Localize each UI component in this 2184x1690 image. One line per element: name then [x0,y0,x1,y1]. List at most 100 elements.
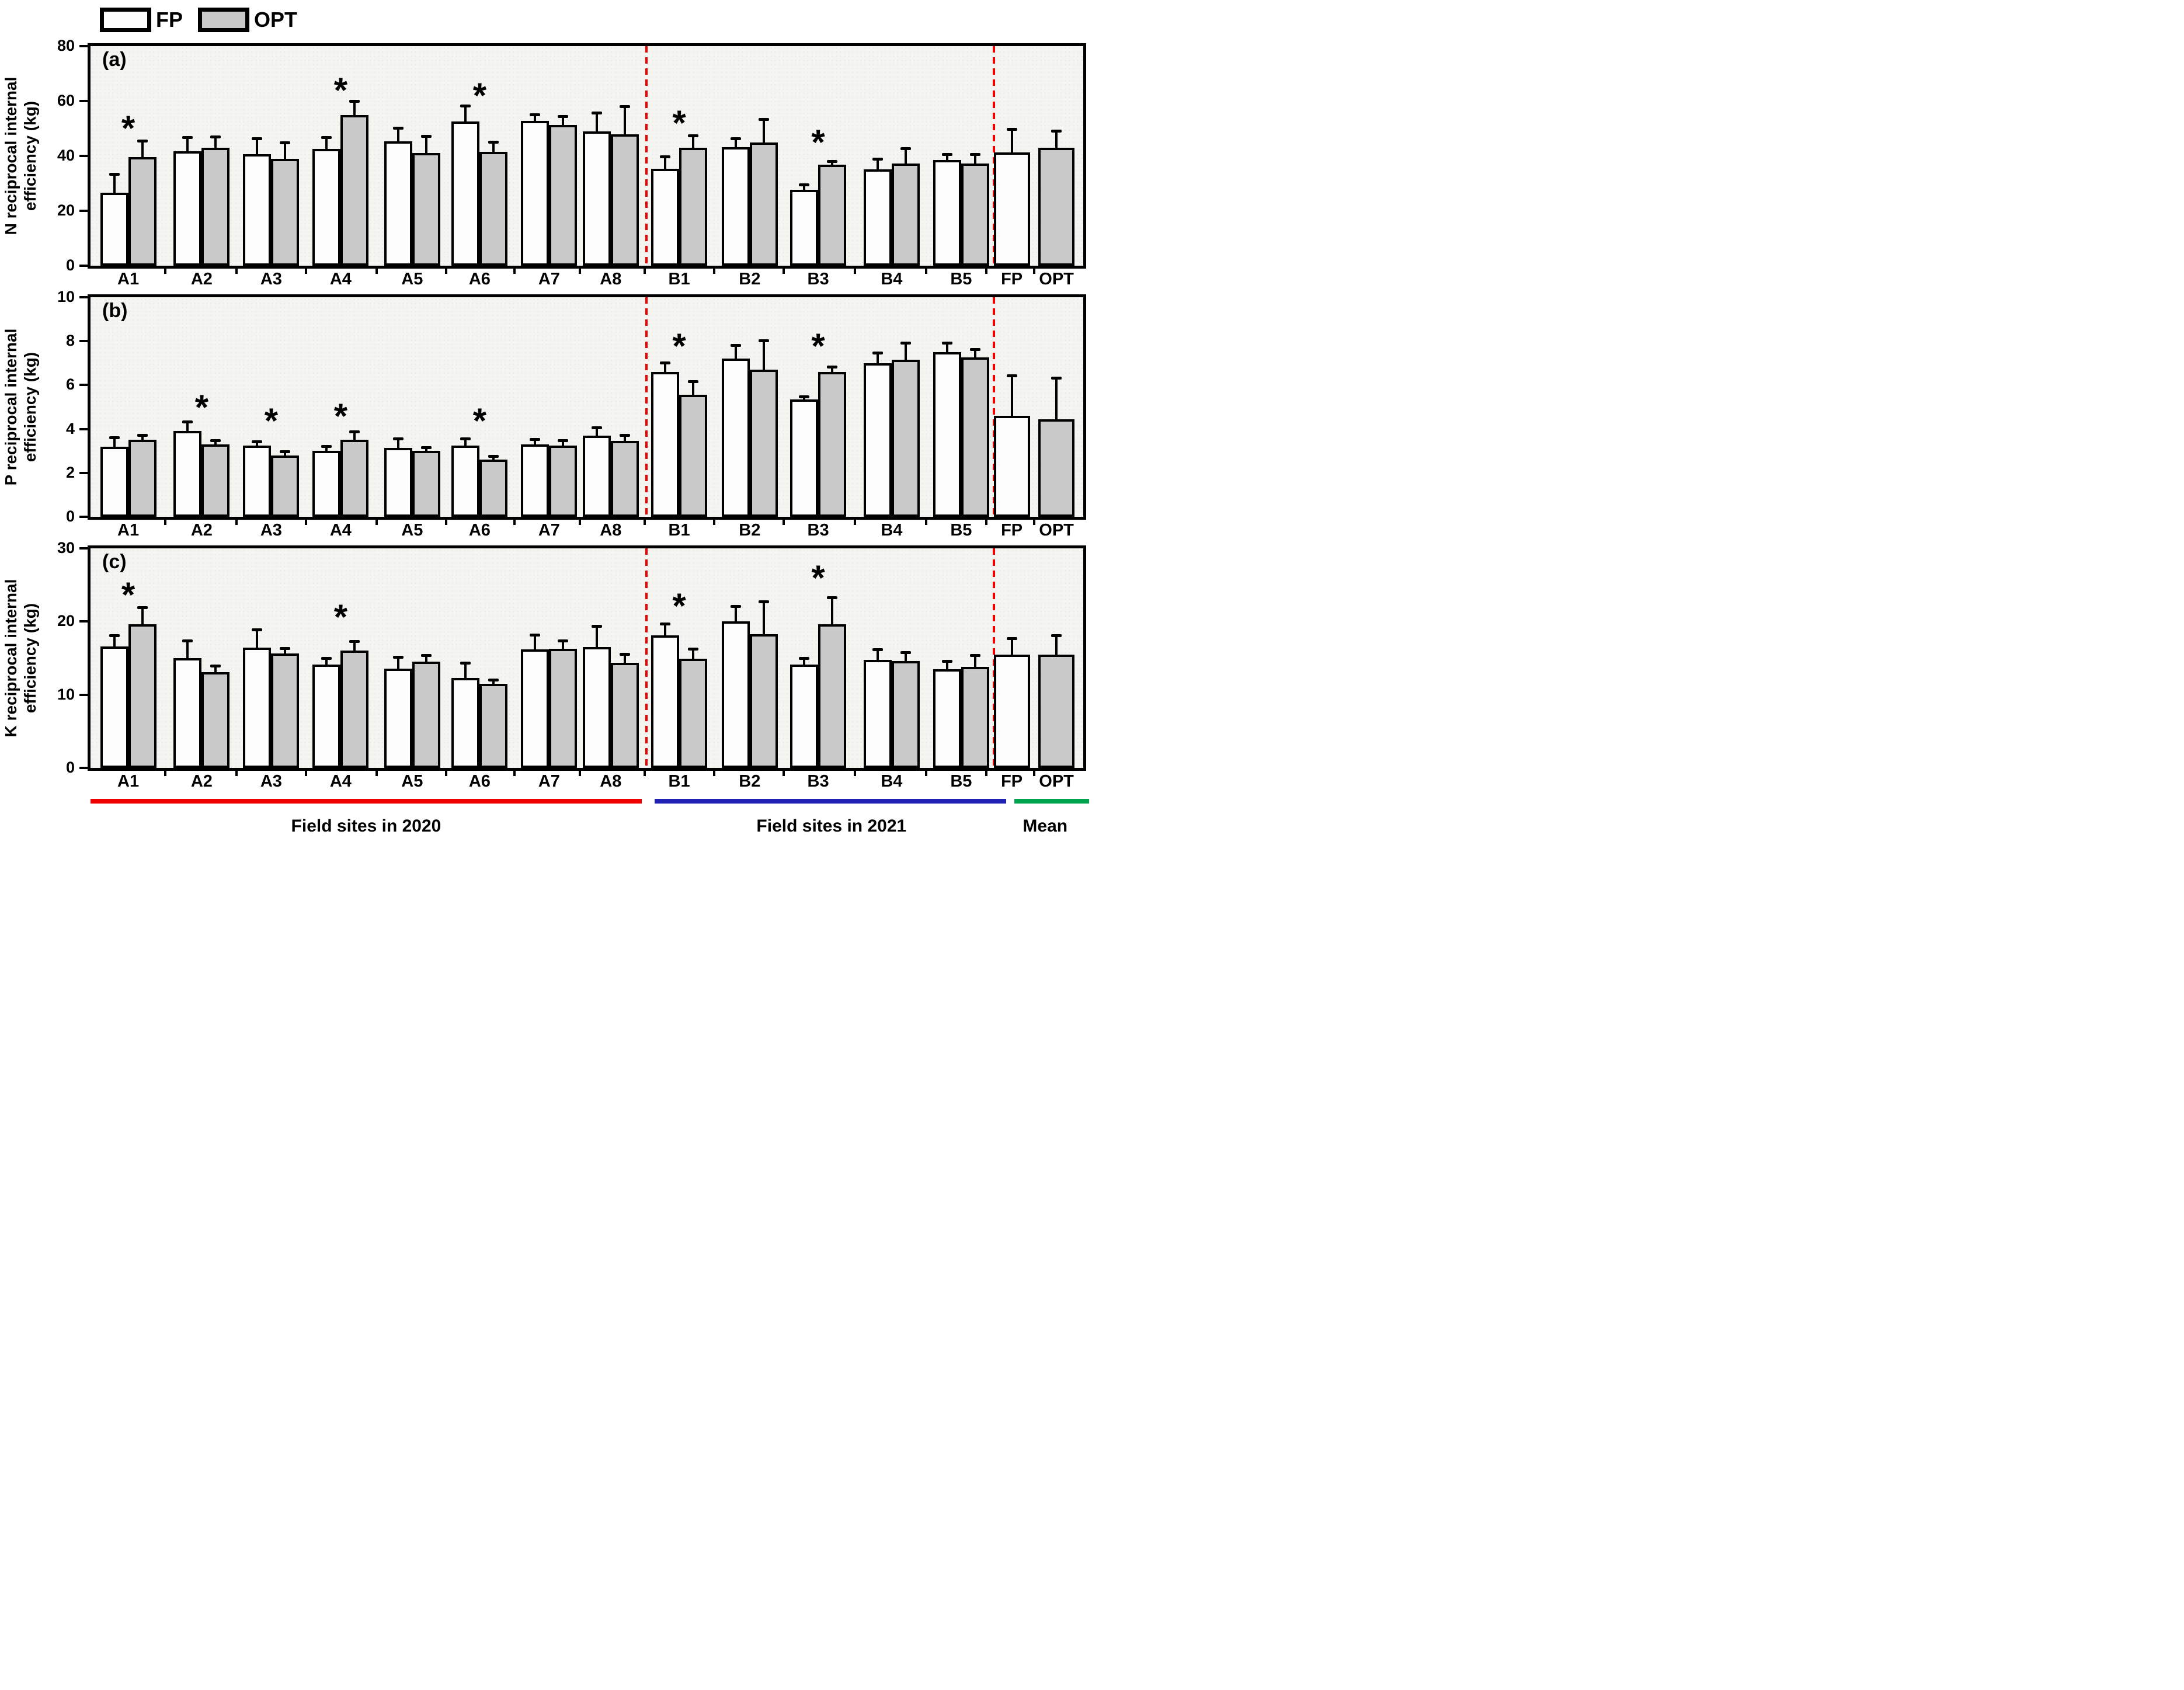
error-bar-stem [876,650,879,662]
error-bar-stem [113,437,116,449]
x-category-label: A3 [260,521,282,540]
bar-opt-A7 [549,648,578,768]
bar-opt-A6 [479,460,508,517]
x-axis-tick [375,520,378,525]
error-bar-stem [397,657,399,671]
bar-fp-B1 [651,168,680,266]
x-axis-tick [164,520,166,525]
error-bar-cap [210,439,221,443]
error-bar-cap [280,646,291,650]
bar-opt-A1 [128,624,157,768]
error-bar-stem [397,439,399,450]
bottom-annotations: Field sites in 2020 Field sites in 2021 Me… [0,797,1089,848]
error-bar-cap [900,147,911,150]
error-bar-stem [353,432,356,443]
x-category-label: A6 [468,521,491,540]
bar-opt-A4 [340,440,369,517]
x-category-label: OPT [1039,521,1074,540]
error-bar-cap [109,173,120,176]
x-category-label: B3 [807,521,829,540]
x-axis-tick [235,269,238,274]
significance-asterisk: * [333,597,348,637]
error-bar-stem [945,154,948,163]
bar-opt-A6 [479,152,508,266]
error-bar-cap [688,647,699,651]
y-axis-tick-label: 10 [57,288,75,305]
x-category-label: A3 [260,270,282,288]
x-axis-tick [713,771,716,776]
error-bar-stem [876,159,879,172]
error-bar-cap [969,654,980,658]
bar-opt-B2 [749,370,778,517]
bar-fp-A4 [312,451,341,517]
legend-label-fp: FP [156,8,183,32]
x-axis-tick [375,269,378,274]
error-bar-stem [141,435,144,443]
y-axis-tick [79,547,88,550]
error-bar-stem [1010,639,1013,657]
error-bar-stem [186,422,189,434]
error-bar-stem [623,107,626,137]
error-bar-stem [113,175,116,195]
x-axis-tick [985,771,988,776]
x-category-label: B2 [739,270,761,288]
bar-opt-A5 [412,662,440,768]
figure: FP OPT N reciprocal internal efficiency … [0,0,1092,856]
error-bar-cap [349,99,360,103]
bar-opt-B3 [818,371,847,517]
y-axis-tick-label: 20 [57,612,75,630]
bar-fp-A6 [451,677,480,768]
error-bar-stem [284,648,287,656]
x-axis-tick [783,269,785,274]
error-bar-cap [591,112,602,115]
error-bar-cap [252,137,263,140]
error-bar-cap [827,160,838,164]
error-bar-stem [945,343,948,354]
error-bar-cap [799,657,810,660]
error-bar-cap [137,606,148,609]
plot-area-b: (b) * * * * * * [88,294,1086,525]
y-axis-ticks-c: 0 10 20 30 [41,540,88,776]
y-axis-label-a: N reciprocal internal efficiency (kg) [0,43,41,269]
error-bar-stem [734,345,737,361]
error-bar-cap [392,437,404,440]
error-bar-cap [210,135,221,139]
y-axis-tick-label: 60 [57,92,75,109]
bar-opt-A3 [271,653,300,768]
error-bar-stem [425,656,427,665]
error-bar-stem [595,113,598,134]
x-category-label: B3 [807,772,829,791]
error-bar-cap [1051,377,1062,380]
error-bar-cap [488,140,499,144]
section-underline-1 [91,799,642,804]
bar-fp-A4 [312,665,341,768]
x-axis-tick [579,520,582,525]
error-bar-cap [488,678,499,681]
x-category-label: A1 [117,521,140,540]
y-axis-label-c: K reciprocal internal efficiency (kg) [0,545,41,771]
section-underline-3 [1014,799,1089,804]
y-axis-tick-label: 4 [65,419,75,437]
error-bar-cap [460,105,471,108]
bar-opt-A8 [610,134,639,266]
panel-c: K reciprocal internal efficiency (kg) 0 1… [0,540,1086,776]
x-axis-tick [235,771,238,776]
y-axis-label-line1: P reciprocal internal [2,328,20,486]
error-bar-stem [534,440,537,447]
error-bar-cap [1051,129,1062,133]
x-axis-tick [783,520,785,525]
bar-fp-FP [993,152,1030,266]
error-bar-cap [660,623,671,626]
error-bar-cap [591,625,602,628]
x-axis-tick [513,771,516,776]
error-bar-stem [803,185,806,193]
y-axis-tick [79,471,88,474]
error-bar-stem [464,106,467,124]
x-axis-tick [164,771,166,776]
error-bar-cap [182,639,193,643]
bar-fp-A4 [312,148,341,266]
panel-a: N reciprocal internal efficiency (kg) 0 2… [0,38,1086,274]
error-bar-stem [325,138,328,151]
plot-area-a: (a) * * * * * [88,43,1086,274]
x-axis-tick [783,771,785,776]
